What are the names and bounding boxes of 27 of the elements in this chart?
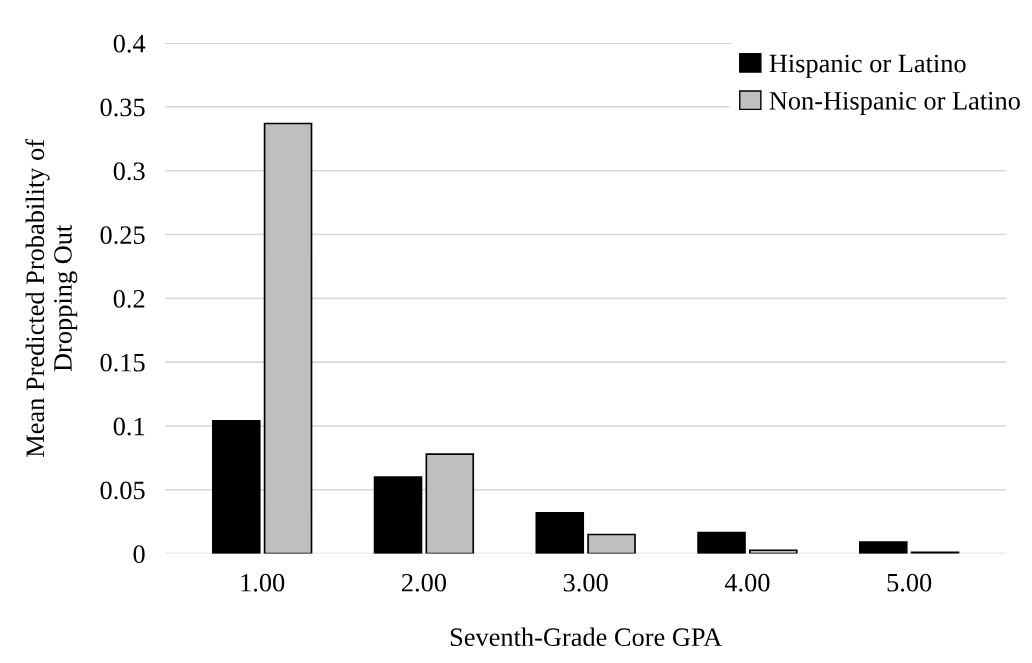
y-tick-label: 0.3 xyxy=(113,162,145,181)
bar xyxy=(212,420,261,554)
y-tick-label: 0 xyxy=(133,545,145,564)
bar xyxy=(425,453,475,554)
bar xyxy=(697,531,746,554)
bar xyxy=(263,122,313,554)
y-tick-label: 0.35 xyxy=(100,98,145,117)
x-tick-label: 2.00 xyxy=(401,573,446,592)
y-tick-label: 0.2 xyxy=(113,289,145,308)
x-tick-label: 5.00 xyxy=(887,573,932,592)
y-tick-label: 0.05 xyxy=(100,481,145,500)
y-tick-label: 0.4 xyxy=(113,34,146,53)
legend-label: Hispanic or Latino xyxy=(769,54,966,78)
y-tick-label: 0.15 xyxy=(100,353,145,372)
bar xyxy=(858,541,908,554)
bar xyxy=(535,511,585,554)
bar xyxy=(748,549,798,554)
bar xyxy=(373,476,423,554)
x-tick-label: 3.00 xyxy=(563,573,608,592)
x-axis-title: Seventh-Grade Core GPA xyxy=(450,627,723,647)
y-tick-label: 0.25 xyxy=(100,226,145,245)
y-axis-title: Mean Predicted Probability of Dropping Out xyxy=(25,138,78,457)
legend-label: Non-Hispanic or Latino xyxy=(769,91,1020,116)
bar xyxy=(587,533,636,554)
x-tick-label: 4.00 xyxy=(724,573,770,592)
x-tick-label: 1.00 xyxy=(241,573,285,592)
y-tick-label: 0.1 xyxy=(113,417,145,436)
